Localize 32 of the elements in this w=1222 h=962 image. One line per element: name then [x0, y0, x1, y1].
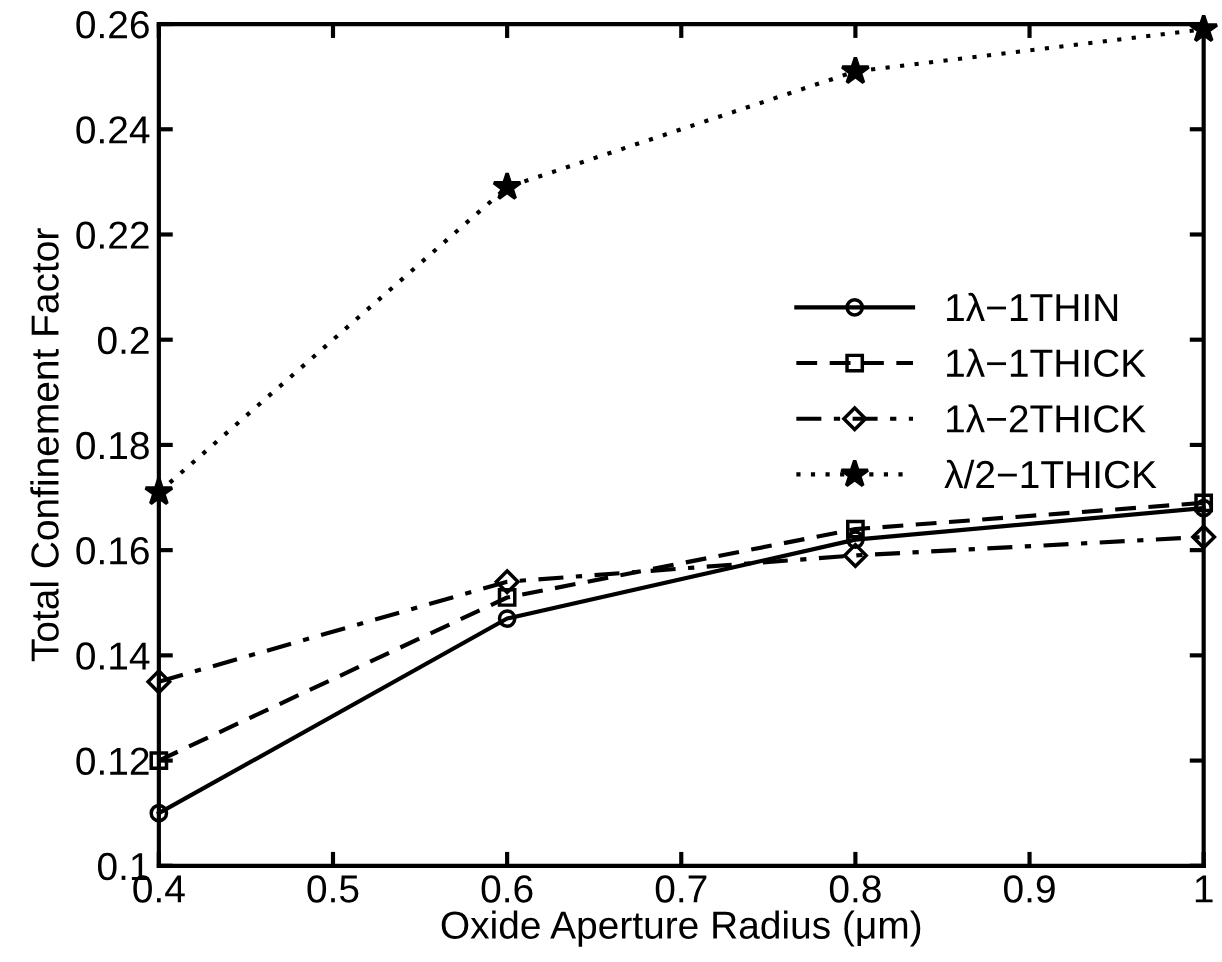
x-tick-label: 0.5 [307, 875, 359, 903]
point [494, 569, 520, 595]
point [149, 803, 169, 823]
y-axis-title: Total Confinement Factor [30, 228, 59, 662]
point [1191, 524, 1217, 550]
y-tick-label: 0.18 [76, 431, 149, 460]
legend-label: 1λ−2THICK [947, 404, 1146, 433]
x-tick-label: 0.8 [829, 875, 881, 903]
point [842, 542, 868, 568]
y-tick-label: 0.14 [76, 642, 150, 670]
x-tick-label: 0.6 [481, 875, 533, 903]
x-tick-label: 0.7 [655, 875, 707, 903]
legend-label: 1λ−1THICK [947, 348, 1146, 378]
point [149, 751, 169, 770]
point [840, 55, 871, 85]
point [497, 588, 517, 607]
y-tick-label: 0.2 [97, 326, 149, 355]
y-tick-label: 0.24 [76, 116, 150, 144]
x-tick-label: 1 [1195, 875, 1213, 903]
point [146, 669, 172, 695]
y-tick-label: 0.12 [76, 747, 149, 776]
point [492, 171, 523, 201]
x-tick-label: 0.9 [1004, 875, 1055, 903]
point [846, 519, 865, 539]
y-tick-label: 0.22 [76, 221, 149, 249]
point [1194, 493, 1214, 513]
y-tick-label: 0.26 [76, 10, 149, 39]
y-tick-label: 0.16 [76, 537, 149, 565]
point [497, 609, 517, 628]
legend-label: λ/2−1THICK [944, 459, 1157, 489]
x-axis-title: Oxide Aperture Radius (μm) [441, 910, 921, 947]
legend-label: 1λ−1THIN [947, 292, 1118, 321]
